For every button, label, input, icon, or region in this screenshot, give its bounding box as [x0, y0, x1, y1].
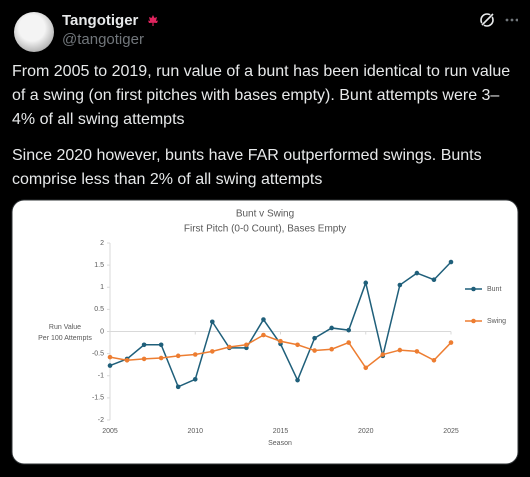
point: [397, 347, 403, 353]
point: [210, 319, 215, 325]
point: [124, 357, 130, 363]
y-tick-label: 1.5: [94, 262, 104, 269]
y-tick-label: 1: [100, 284, 104, 291]
tweet-text: From 2005 to 2019, run value of a bunt h…: [12, 63, 511, 128]
point: [346, 327, 352, 333]
more-icon[interactable]: [505, 18, 509, 22]
y-tick-label: -1: [98, 373, 104, 380]
point: [312, 348, 317, 353]
y-tick-label: -0.5: [92, 350, 104, 357]
legend-marker: [471, 286, 476, 292]
legend-label: Bunt: [487, 286, 501, 293]
x-tick-label: 2020: [358, 428, 374, 435]
point: [141, 342, 147, 348]
chart-subtitle: First Pitch (0-0 Count), Bases Empty: [184, 224, 346, 235]
point: [295, 342, 300, 348]
x-tick-label: 2010: [187, 428, 203, 435]
y-tick-label: -1.5: [92, 395, 104, 402]
point: [380, 352, 386, 357]
user-name[interactable]: Tangotiger: [62, 12, 160, 29]
point: [192, 352, 198, 357]
legend-marker: [471, 318, 476, 324]
point: [414, 349, 420, 354]
legend-label: Swing: [487, 318, 506, 325]
tweet-text: Since 2020 however, bunts have FAR outpe…: [12, 147, 482, 188]
point: [312, 335, 317, 341]
x-tick-label: 2005: [102, 428, 118, 435]
x-tick-label: 2025: [443, 428, 459, 435]
point: [295, 377, 300, 383]
chart-title: Bunt v Swing: [236, 209, 294, 220]
user-handle[interactable]: @tangotiger: [62, 31, 144, 48]
point: [329, 346, 334, 352]
y-axis-label: Per 100 Attempts: [38, 335, 92, 342]
point: [431, 277, 437, 283]
flag-icon: [147, 15, 158, 26]
grok-icon[interactable]: [480, 13, 494, 27]
y-tick-label: 2: [100, 240, 104, 247]
point: [414, 270, 420, 276]
point: [175, 384, 181, 390]
user-name-text[interactable]: Tangotiger: [62, 12, 139, 29]
point: [141, 356, 147, 362]
x-tick-label: 2015: [273, 428, 289, 435]
point: [192, 376, 198, 382]
point: [278, 338, 283, 344]
header-icons: [479, 12, 518, 28]
point: [261, 317, 266, 322]
point: [107, 363, 113, 368]
y-tick-label: 0: [100, 328, 104, 335]
point: [210, 349, 215, 354]
point: [363, 365, 369, 371]
point: [158, 355, 164, 361]
point: [261, 332, 266, 338]
point: [448, 340, 454, 345]
point: [397, 282, 403, 288]
y-tick-label: -2: [98, 417, 104, 424]
x-axis-label: Season: [268, 440, 292, 447]
avatar[interactable]: [14, 12, 54, 52]
point: [346, 340, 352, 345]
y-axis-label: Run Value: [49, 324, 81, 331]
point: [175, 353, 181, 359]
point: [448, 259, 454, 265]
point: [363, 280, 369, 286]
point: [158, 342, 164, 348]
point: [107, 354, 113, 360]
point: [227, 344, 232, 350]
y-tick-label: 0.5: [94, 306, 104, 313]
point: [329, 325, 334, 331]
point: [431, 357, 437, 363]
point: [244, 342, 249, 348]
